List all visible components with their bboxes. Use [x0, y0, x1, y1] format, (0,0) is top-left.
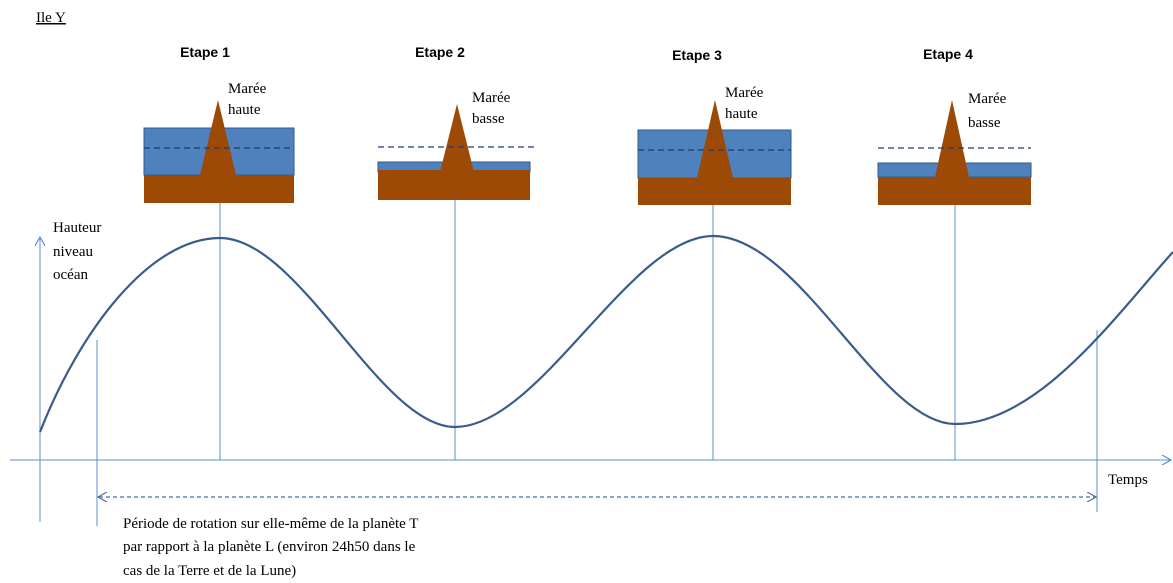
tide-label: Marée: [968, 91, 1007, 107]
y-axis-label: océan: [53, 267, 88, 283]
stage-title: Etape 2: [415, 44, 465, 60]
ground: [378, 170, 530, 200]
y-axis-label: Hauteur: [53, 220, 101, 236]
period-note: cas de la Terre et de la Lune): [123, 563, 296, 579]
island: [935, 100, 969, 177]
tide-label: basse: [968, 115, 1001, 131]
stage-title: Etape 3: [672, 47, 722, 63]
island-label: Ile Y: [36, 10, 66, 26]
tide-label: Marée: [472, 90, 511, 106]
tide-label: Marée: [228, 81, 267, 97]
island: [440, 104, 474, 172]
tide-label: Marée: [725, 85, 764, 101]
tide-label: haute: [228, 102, 261, 118]
island: [697, 100, 733, 178]
stage-2: Etape 2 Marée basse: [377, 44, 535, 200]
stage-title: Etape 4: [923, 46, 973, 62]
tide-label: haute: [725, 106, 758, 122]
tide-label: basse: [472, 111, 505, 127]
stage-1: Etape 1 Marée haute: [143, 44, 295, 203]
tide-curve: [38, 234, 1173, 433]
stage-3: Etape 3 Marée haute: [637, 47, 792, 205]
period-note: par rapport à la planète L (environ 24h5…: [123, 539, 416, 555]
stage-title: Etape 1: [180, 44, 230, 60]
ground: [638, 178, 791, 205]
period-note: Période de rotation sur elle-même de la …: [123, 516, 418, 532]
stage-4: Etape 4 Marée basse: [877, 46, 1032, 205]
x-axis-label: Temps: [1108, 472, 1148, 488]
ground: [144, 175, 294, 203]
island: [200, 100, 236, 175]
y-axis-label: niveau: [53, 244, 93, 260]
ground: [878, 177, 1031, 205]
